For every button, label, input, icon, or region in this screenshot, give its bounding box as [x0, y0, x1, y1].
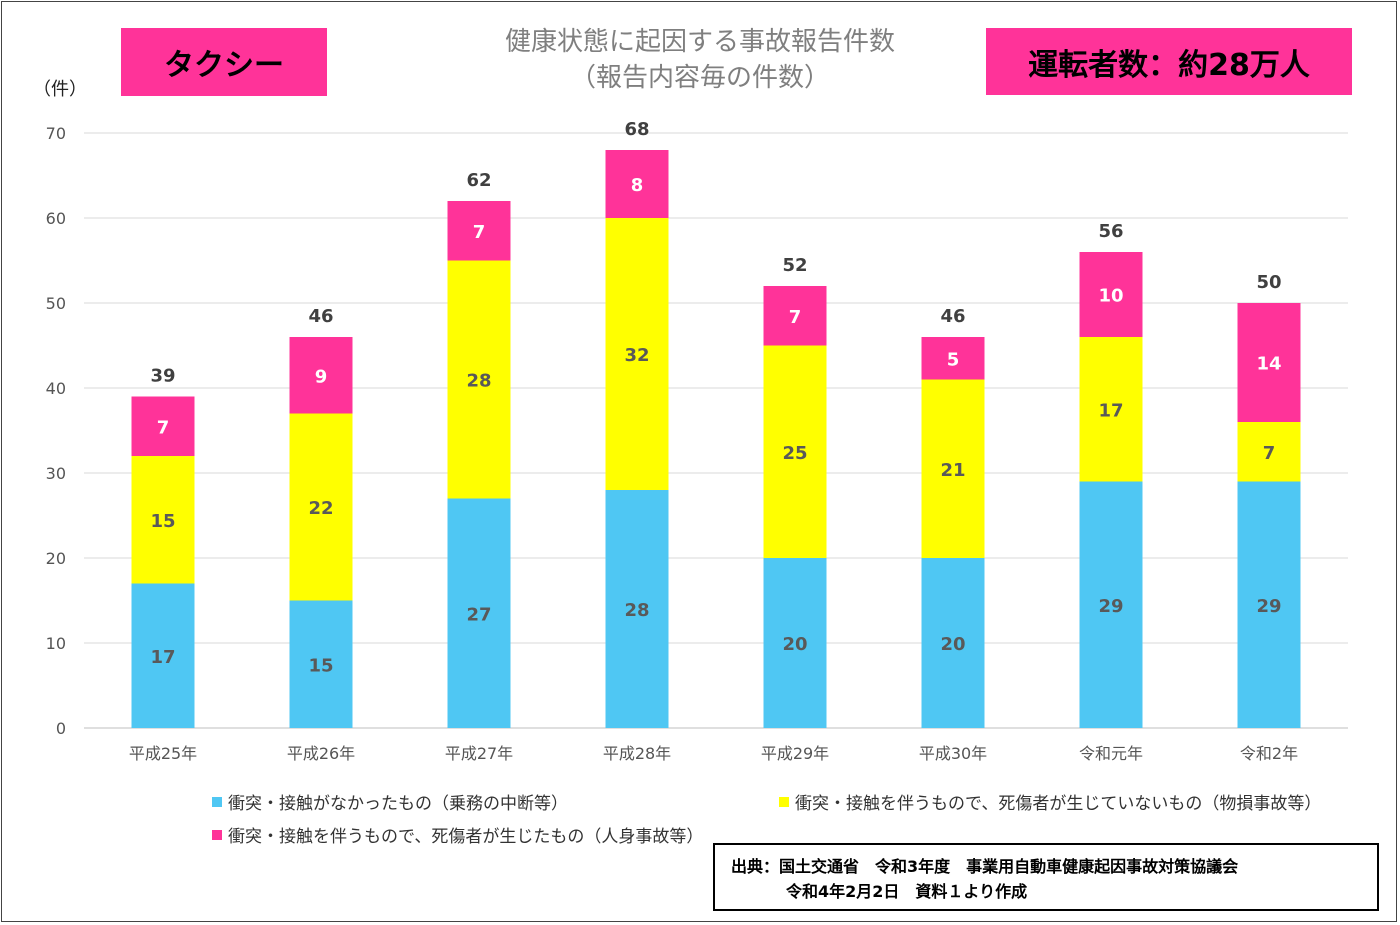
bar-segment [1237, 481, 1301, 728]
bar-segment [447, 201, 511, 261]
driver-count-badge: 運転者数：約28万人 [986, 28, 1352, 95]
legend-item-no-collision: 衝突・接触がなかったもの（乗務の中断等） [212, 789, 568, 814]
source-note: 出典：国土交通省 令和3年度 事業用自動車健康起因事故対策協議会 令和4年2月2… [713, 843, 1379, 911]
y-tick-label: 50 [46, 294, 66, 313]
data-label: 17 [150, 647, 175, 668]
bar-segment [131, 583, 195, 728]
x-tick-label: 平成30年 [919, 744, 987, 763]
data-label: 7 [157, 417, 170, 438]
y-unit-label: （件） [33, 79, 87, 100]
chart-title-line2: （報告内容毎の件数） [569, 63, 830, 93]
x-tick-label: 令和元年 [1079, 744, 1143, 763]
legend-swatch [212, 829, 222, 840]
data-label: 28 [466, 371, 491, 392]
bar-segment [763, 286, 827, 346]
bar-segment [605, 150, 669, 218]
data-label: 21 [940, 460, 965, 481]
total-label: 62 [466, 170, 491, 191]
bar-segment [921, 337, 985, 380]
x-tick-label: 平成26年 [287, 744, 355, 763]
bar-segment [131, 396, 195, 456]
bar-segment [1079, 481, 1143, 728]
data-label: 25 [782, 443, 807, 464]
data-label: 29 [1256, 596, 1281, 617]
data-label: 7 [1263, 443, 1276, 464]
legend-swatch [779, 796, 789, 807]
total-label: 50 [1256, 272, 1281, 293]
data-label: 20 [940, 634, 965, 655]
data-label: 20 [782, 634, 807, 655]
data-label: 7 [789, 307, 802, 328]
bar-segment [605, 218, 669, 490]
legend-label: 衝突・接触を伴うもので、死傷者が生じていないもの（物損事故等） [795, 794, 1322, 814]
bar-segment [289, 600, 353, 728]
data-label: 15 [150, 511, 175, 532]
bar-segment [763, 558, 827, 728]
legend-item-property-damage: 衝突・接触を伴うもので、死傷者が生じていないもの（物損事故等） [779, 789, 1321, 814]
x-tick-label: 平成28年 [603, 744, 671, 763]
bar-segment [1237, 422, 1301, 482]
source-line2: 令和4年2月2日 資料１より作成 [786, 882, 1028, 901]
legend-label: 衝突・接触を伴うもので、死傷者が生じたもの（人身事故等） [228, 827, 704, 847]
legend-item-injury: 衝突・接触を伴うもので、死傷者が生じたもの（人身事故等） [212, 822, 703, 847]
x-tick-label: 平成25年 [129, 744, 197, 763]
legend-swatch [212, 796, 222, 807]
total-label: 56 [1098, 221, 1123, 242]
x-tick-label: 令和2年 [1240, 744, 1298, 763]
data-label: 5 [947, 349, 960, 370]
total-label: 68 [624, 119, 649, 140]
bar-segment [447, 498, 511, 728]
y-tick-label: 20 [46, 549, 66, 568]
bar-segment [921, 558, 985, 728]
bar-segment [289, 413, 353, 601]
data-label: 8 [631, 175, 644, 196]
y-tick-label: 10 [46, 634, 66, 653]
chart-title: 健康状態に起因する事故報告件数 （報告内容毎の件数） [400, 24, 1000, 96]
bar-segment [1079, 252, 1143, 337]
y-tick-label: 0 [56, 719, 66, 738]
bar-segment [289, 337, 353, 414]
total-label: 52 [782, 255, 807, 276]
data-label: 22 [308, 498, 333, 519]
data-label: 14 [1256, 354, 1281, 375]
bar-segment [1237, 303, 1301, 422]
data-label: 7 [473, 222, 486, 243]
total-label: 39 [150, 366, 175, 387]
y-tick-label: 30 [46, 464, 66, 483]
y-tick-label: 40 [46, 379, 66, 398]
data-label: 28 [624, 600, 649, 621]
data-label: 10 [1098, 286, 1123, 307]
data-label: 17 [1098, 400, 1123, 421]
category-badge: タクシー [121, 28, 327, 96]
bar-segment [1079, 337, 1143, 482]
x-tick-label: 平成27年 [445, 744, 513, 763]
legend-label: 衝突・接触がなかったもの（乗務の中断等） [228, 794, 568, 814]
data-label: 32 [624, 345, 649, 366]
bar-segment [921, 379, 985, 558]
x-tick-label: 平成29年 [761, 744, 829, 763]
data-label: 29 [1098, 596, 1123, 617]
data-label: 9 [315, 366, 328, 387]
y-tick-label: 60 [46, 209, 66, 228]
y-tick-label: 70 [46, 124, 66, 143]
bar-segment [131, 456, 195, 584]
bar-segment [447, 260, 511, 499]
bar-segment [763, 345, 827, 558]
data-label: 15 [308, 655, 333, 676]
data-label: 27 [466, 604, 491, 625]
bar-segment [605, 490, 669, 728]
source-line1: 出典：国土交通省 令和3年度 事業用自動車健康起因事故対策協議会 [731, 857, 1239, 876]
chart-title-line1: 健康状態に起因する事故報告件数 [504, 27, 895, 57]
total-label: 46 [308, 306, 333, 327]
total-label: 46 [940, 306, 965, 327]
